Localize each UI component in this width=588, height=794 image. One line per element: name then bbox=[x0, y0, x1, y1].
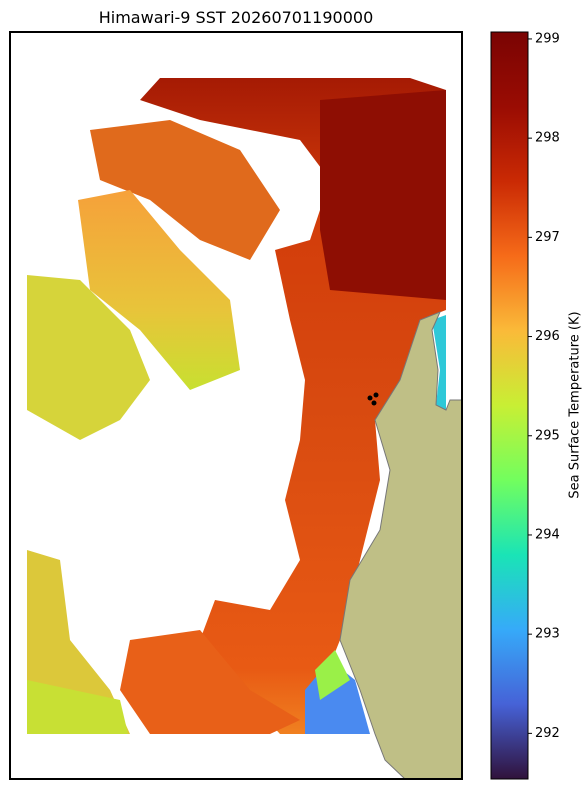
sst-cool-north bbox=[432, 315, 446, 410]
marker bbox=[373, 392, 379, 398]
marker bbox=[371, 400, 377, 406]
sst-sw2 bbox=[27, 680, 128, 734]
map-title: Himawari-9 SST 20260701190000 bbox=[99, 8, 374, 27]
tick-label: 293 bbox=[535, 627, 560, 642]
colorbar-label: Sea Surface Temperature (K) bbox=[568, 311, 583, 498]
sst-south bbox=[120, 630, 300, 734]
tick-label: 298 bbox=[535, 131, 560, 146]
tick-label: 294 bbox=[535, 527, 560, 542]
sst-north bbox=[90, 120, 280, 260]
map bbox=[9, 31, 463, 780]
land bbox=[339, 311, 463, 780]
sst-core bbox=[320, 90, 446, 300]
marker bbox=[367, 395, 373, 401]
sst-west bbox=[78, 190, 240, 390]
tick-label: 296 bbox=[535, 329, 560, 344]
tick-label: 295 bbox=[535, 428, 560, 443]
colorbar: 292 293 294 295 296 297 298 299 bbox=[490, 31, 560, 780]
tick-label: 297 bbox=[535, 230, 560, 245]
sst-west2 bbox=[27, 275, 150, 440]
tick-label: 299 bbox=[535, 31, 560, 46]
tick-label: 292 bbox=[535, 726, 560, 741]
sst-green bbox=[315, 650, 350, 700]
